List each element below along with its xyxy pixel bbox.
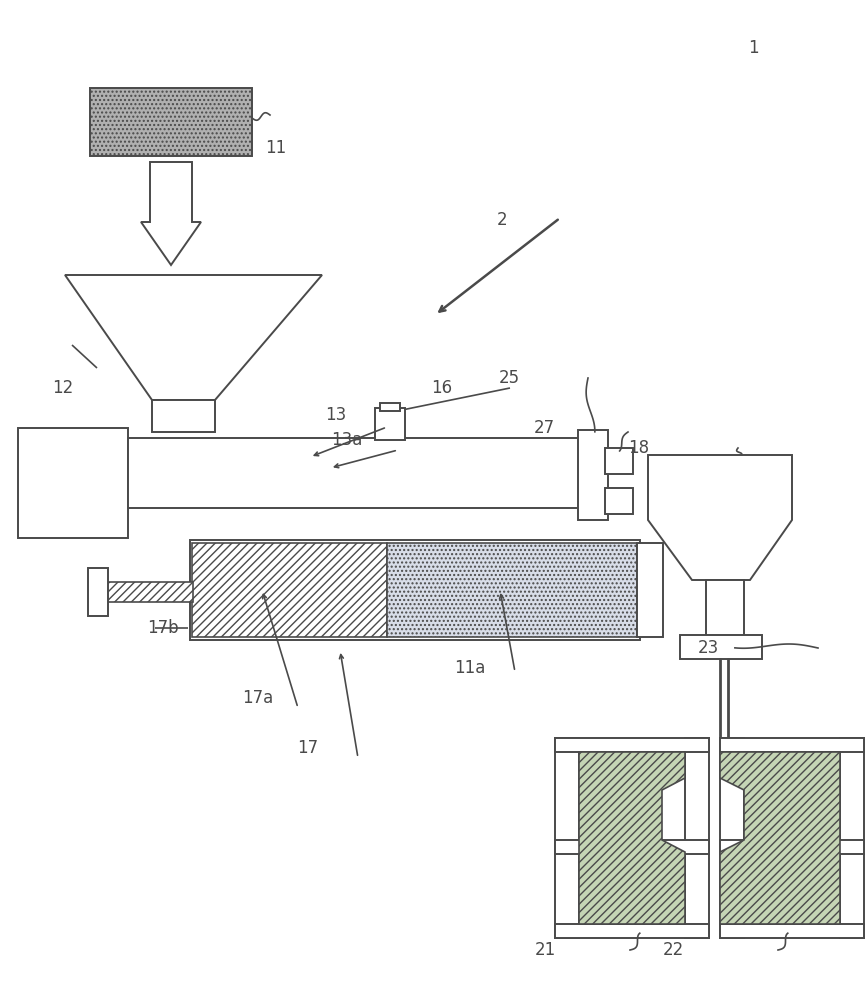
Bar [555, 840, 709, 854]
Text: 25: 25 [499, 369, 520, 387]
Bar [720, 924, 864, 938]
Polygon shape [720, 752, 840, 924]
Bar [90, 88, 252, 156]
Bar [555, 738, 579, 938]
Bar [18, 428, 128, 538]
Bar [685, 738, 709, 938]
Bar [88, 568, 108, 616]
Polygon shape [65, 275, 322, 400]
Bar [706, 580, 744, 645]
Text: 18: 18 [629, 439, 650, 457]
Text: 11a: 11a [454, 659, 485, 677]
Bar [605, 488, 633, 514]
Text: 1: 1 [748, 39, 759, 57]
Text: 17a: 17a [242, 689, 274, 707]
Bar [105, 582, 193, 602]
Bar [720, 840, 864, 854]
Text: 16: 16 [431, 379, 452, 397]
Bar [720, 738, 744, 938]
Bar [192, 543, 387, 637]
Text: 17b: 17b [147, 619, 178, 637]
Bar [555, 738, 709, 752]
Bar [128, 438, 580, 508]
Text: 11: 11 [265, 139, 286, 157]
Text: 13a: 13a [331, 431, 362, 449]
Bar [555, 924, 709, 938]
Bar [605, 448, 633, 474]
Bar [578, 430, 608, 520]
Text: 2: 2 [497, 211, 507, 229]
Text: 17: 17 [297, 739, 318, 757]
Bar [840, 738, 864, 938]
Polygon shape [579, 752, 685, 924]
Bar [637, 543, 663, 637]
Bar [152, 400, 215, 432]
Bar [680, 635, 762, 659]
Bar [387, 543, 637, 637]
Polygon shape [141, 162, 201, 265]
Text: 12: 12 [52, 379, 73, 397]
Bar [720, 738, 864, 752]
Bar [380, 403, 400, 411]
Bar [190, 540, 640, 640]
Text: 22: 22 [663, 941, 684, 959]
Text: 21: 21 [535, 941, 556, 959]
Bar [375, 408, 405, 440]
Polygon shape [648, 455, 792, 580]
Text: 27: 27 [533, 419, 554, 437]
Text: 23: 23 [698, 639, 719, 657]
Text: 13: 13 [326, 406, 346, 424]
